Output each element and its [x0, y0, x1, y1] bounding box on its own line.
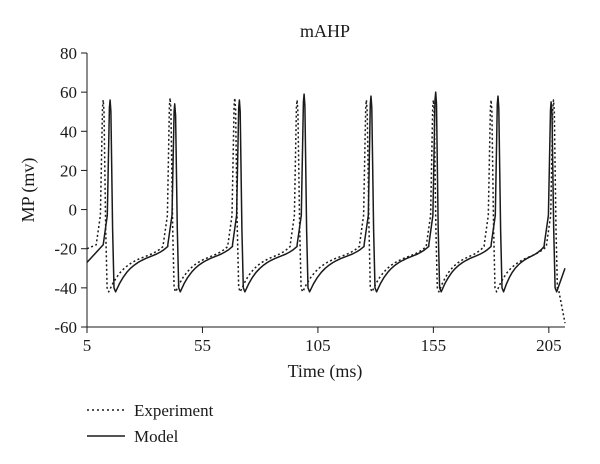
- legend-experiment-label: Experiment: [134, 401, 214, 420]
- x-axis-label: Time (ms): [288, 361, 363, 382]
- y-tick-label: 60: [60, 83, 77, 102]
- y-ticks: -60 -40 -20 0 20 40 60 80: [54, 44, 87, 337]
- y-tick-label: 0: [69, 201, 78, 220]
- x-tick-label: 5: [83, 336, 92, 355]
- y-tick-label: -40: [54, 279, 77, 298]
- y-tick-label: -20: [54, 240, 77, 259]
- series-line-model: [86, 91, 566, 293]
- x-ticks: 5 55 105 155 205: [83, 327, 562, 355]
- x-tick-label: 105: [305, 336, 331, 355]
- series-line-experiment: [86, 97, 566, 324]
- x-tick-label: 155: [421, 336, 447, 355]
- x-tick-label: 55: [194, 336, 211, 355]
- y-tick-label: 40: [60, 122, 77, 141]
- y-tick-label: -60: [54, 318, 77, 337]
- legend-model-label: Model: [134, 427, 179, 446]
- x-tick-label: 205: [536, 336, 562, 355]
- chart-title: mAHP: [300, 21, 350, 41]
- legend: Experiment Model: [87, 401, 214, 446]
- plot-axes: [86, 53, 565, 328]
- y-tick-label: 80: [60, 44, 77, 63]
- series-layer: [86, 91, 566, 324]
- y-axis-label: MP (mv): [18, 158, 39, 223]
- y-tick-label: 20: [60, 161, 77, 180]
